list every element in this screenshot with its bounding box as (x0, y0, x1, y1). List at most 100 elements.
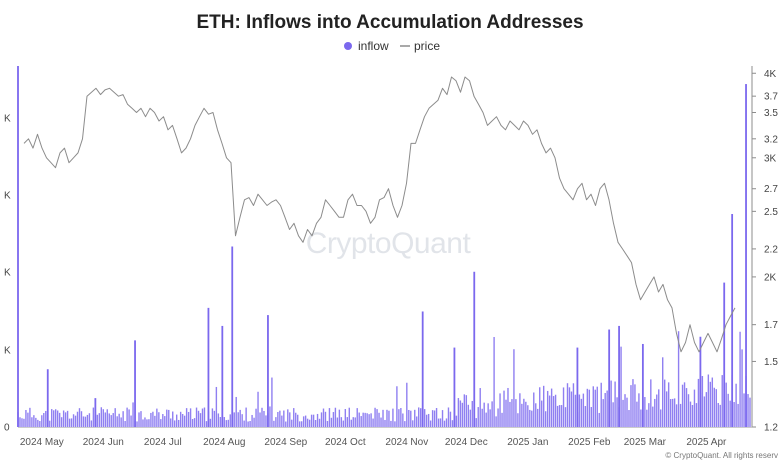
inflow-bar (342, 420, 345, 427)
inflow-bar (711, 377, 714, 427)
inflow-bar (483, 402, 485, 427)
inflow-bar (108, 413, 110, 427)
inflow-bar (521, 403, 523, 427)
inflow-bar (570, 391, 573, 427)
inflow-bar (542, 385, 545, 427)
inflow-bar (425, 414, 428, 427)
inflow-bar (23, 418, 25, 427)
inflow-bar (640, 409, 642, 427)
right-axis: 1.2 1.5 1.7 2K 2.2 2.5 2.7 3K 3.2 3.5 3.7 4K (751, 66, 778, 434)
x-tick-label: 2024 Jun (83, 437, 124, 448)
inflow-bar (660, 409, 662, 427)
inflow-bar (245, 407, 247, 427)
inflow-bar (249, 420, 251, 427)
inflow-bar (576, 412, 579, 427)
inflow-bar (473, 403, 475, 427)
inflow-bar (487, 403, 489, 427)
left-tick-label: 0 (4, 423, 10, 434)
inflow-bar (281, 415, 283, 427)
legend-inflow-label[interactable]: inflow (358, 39, 389, 53)
inflow-bar (606, 390, 608, 427)
inflow-bar (21, 418, 23, 427)
inflow-bar (320, 412, 323, 427)
inflow-bar (481, 408, 483, 427)
inflow-bar (495, 416, 497, 427)
inflow-bar (96, 414, 99, 427)
right-tick-label: 3.7 (764, 92, 778, 103)
inflow-bar (394, 421, 396, 427)
inflow-bar (687, 394, 690, 427)
inflow-bar (509, 401, 511, 427)
inflow-bar (100, 407, 103, 427)
inflow-bar (419, 408, 422, 427)
inflow-bar (124, 420, 126, 427)
inflow-bar (523, 398, 525, 427)
inflow-bar (378, 412, 380, 427)
inflow-bar (663, 379, 666, 427)
inflow-bar (671, 398, 674, 427)
inflow-bar (723, 392, 725, 427)
inflow-bar (37, 419, 39, 427)
inflow-bar (406, 382, 408, 427)
inflow-bar (298, 421, 301, 427)
x-tick-label: 2024 May (20, 437, 64, 448)
inflow-bar (283, 410, 285, 427)
inflow-bar (156, 408, 158, 427)
inflow-bar (515, 399, 517, 427)
legend[interactable]: inflow price (344, 39, 440, 53)
inflow-bar (667, 382, 670, 427)
inflow-bar (539, 387, 541, 427)
inflow-bar (556, 405, 559, 427)
inflow-bar (479, 388, 481, 427)
x-tick-label: 2024 Dec (445, 437, 488, 448)
inflow-bar (618, 325, 620, 427)
inflow-bar (25, 409, 27, 427)
inflow-bar (630, 385, 632, 427)
inflow-bar (310, 414, 313, 427)
inflow-bar (293, 408, 295, 427)
x-tick-label: 2025 Feb (568, 437, 611, 448)
inflow-bar (277, 412, 279, 427)
inflow-bar (35, 417, 37, 427)
inflow-bar (641, 343, 644, 427)
inflow-bar (491, 401, 493, 427)
inflow-bar (189, 408, 192, 427)
inflow-bar (513, 349, 515, 427)
inflow-bar (410, 410, 412, 427)
inflow-bar (82, 416, 85, 427)
inflow-bar (39, 421, 41, 427)
inflow-bar (384, 419, 386, 427)
inflow-bar (318, 418, 321, 427)
inflow-bar (608, 329, 611, 427)
inflow-bar (445, 418, 448, 427)
inflow-bar (612, 402, 614, 427)
right-tick-label: 3.2 (764, 134, 778, 145)
inflow-bar (709, 381, 712, 427)
inflow-bar (362, 412, 364, 427)
inflow-bar (168, 409, 170, 427)
left-tick-label: K (4, 191, 11, 202)
inflow-bar (183, 415, 186, 427)
inflow-bar (412, 420, 414, 427)
inflow-bar (743, 393, 745, 427)
inflow-bar (289, 412, 291, 427)
inflow-bar (421, 419, 424, 427)
right-tick-label: 1.7 (764, 320, 778, 331)
inflow-bar (449, 411, 452, 427)
inflow-bar (332, 412, 335, 427)
inflow-bar (402, 413, 404, 427)
legend-price-label[interactable]: price (414, 39, 440, 53)
inflow-bar (584, 406, 587, 427)
inflow-bar (519, 393, 521, 427)
inflow-bar (497, 408, 499, 427)
inflow-bar (221, 325, 224, 427)
inflow-bar (626, 397, 628, 427)
inflow-bar (600, 382, 602, 427)
inflow-bar (683, 382, 686, 427)
inflow-bar (531, 410, 533, 427)
inflow-bar (275, 417, 277, 427)
inflow-bar (590, 407, 593, 427)
inflow-bar (689, 401, 692, 427)
inflow-bar (669, 399, 672, 427)
